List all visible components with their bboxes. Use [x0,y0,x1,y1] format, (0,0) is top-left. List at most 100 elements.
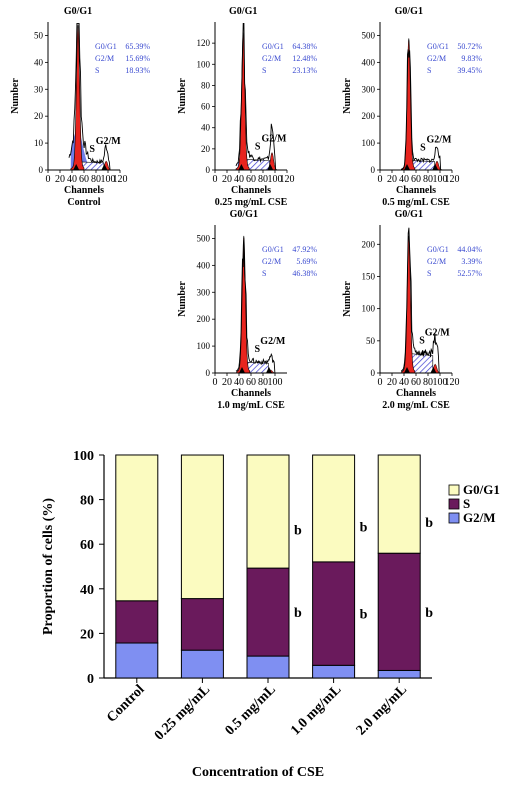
x-tick-label: 100 [101,174,116,185]
histogram-panels: 0 20 40 60 80 10012001020304050ChannelsContro… [10,6,482,411]
x-tick-label: 0 [378,174,383,185]
y-tick-label: 0 [206,368,211,378]
y-axis-label: Number [10,78,21,114]
bar-y-tick-label: 40 [80,583,94,598]
panel-label: 2.0 mg/mL CSE [382,400,450,411]
bar-category-label: Control [104,682,148,726]
y-tick-label: 300 [362,84,376,94]
x-tick-label: 20 [55,174,65,185]
stat-value: 44.04% [457,245,482,254]
histogram-g0g1-peak [70,24,85,171]
x-tick-label: 60 [79,174,89,185]
x-axis-label: Channels [231,185,271,196]
stat-name: S [427,269,431,278]
bar-y-tick-label: 20 [80,627,94,642]
y-tick-label: 200 [362,239,376,249]
s-peak-label: S [255,344,261,355]
g2m-peak-label: G2/M [427,135,453,146]
stat-value: 46.38% [292,269,317,278]
stat-value: 50.72% [457,42,482,51]
bar-y-tick-label: 80 [80,494,94,509]
y-tick-label: 20 [201,144,211,154]
x-tick-label: 20 [222,174,232,185]
y-tick-label: 20 [34,111,44,121]
legend-swatch [448,512,460,524]
x-tick-label: 60 [246,377,256,388]
x-tick-label: 60 [411,377,421,388]
y-tick-label: 50 [34,30,44,40]
y-tick-label: 200 [362,111,376,121]
g0g1-peak-label: G0/G1 [229,6,257,17]
stat-value: 23.13% [292,66,317,75]
bar-category-label: 0.25 mg/mL [152,682,213,743]
bar-segment-s [180,598,224,651]
histogram-outline [400,49,445,171]
g0g1-peak-label: G0/G1 [395,6,423,17]
x-axis-label: Channels [231,388,271,399]
gate-marker [432,164,439,170]
s-peak-label: S [420,143,426,154]
gate-marker [239,367,245,373]
stat-name: S [262,66,266,75]
x-tick-label: 120 [280,174,295,185]
gate-marker [266,367,272,373]
x-tick-label: 120 [445,174,460,185]
stat-name: S [427,66,431,75]
y-tick-label: 500 [197,233,211,243]
bar-segment-g0g1 [180,454,224,600]
y-tick-label: 60 [201,102,211,112]
x-tick-label: 80 [91,174,101,185]
stacked-bar-chart: 0 20 40 60 80 100 Control 0.25 mg/mL 0.5 mg/mL 1.… [41,449,500,780]
legend-label: G0/G1 [463,482,500,497]
y-tick-label: 400 [362,57,376,67]
y-tick-label: 0 [371,165,376,175]
stat-name: S [95,66,99,75]
stat-value: 12.48% [292,54,317,63]
histogram-outline [235,23,280,171]
significance-mark: b [294,523,302,538]
y-axis-label: Number [177,281,188,317]
stat-name: G0/G1 [95,42,117,51]
histogram-outline [68,23,113,171]
panel-label: Control [67,197,100,208]
bar-segment-s [115,600,159,644]
histogram-g0g1-peak [401,235,416,374]
gate-marker [404,367,410,373]
y-axis-label: Number [342,281,353,317]
x-axis-label: Channels [396,185,436,196]
legend-label: G2/M [463,510,496,525]
x-tick-label: 60 [246,174,256,185]
y-tick-label: 0 [39,165,44,175]
significance-mark: b [360,520,368,535]
y-tick-label: 100 [362,138,376,148]
g0g1-peak-label: G0/G1 [64,6,92,17]
stat-value: 52.57% [457,269,482,278]
stat-value: 18.93% [125,66,150,75]
stat-name: G0/G1 [262,245,284,254]
stat-name: G2/M [427,257,446,266]
y-tick-label: 50 [366,336,376,346]
g0g1-peak-label: G0/G1 [395,209,423,220]
stat-value: 64.38% [292,42,317,51]
x-tick-label: 20 [222,377,232,388]
histogram-outline [400,227,445,374]
x-axis-label: Channels [64,185,104,196]
bar-segment-g0g1 [115,454,159,602]
histogram-s-area [410,353,434,374]
x-tick-label: 80 [258,377,268,388]
panel-label: 0.25 mg/mL CSE [215,197,288,208]
y-tick-label: 500 [362,30,376,40]
panel-label: 1.0 mg/mL CSE [217,400,285,411]
stat-value: 3.39% [461,257,482,266]
s-peak-label: S [419,336,425,347]
x-tick-label: 40 [234,377,244,388]
x-tick-label: 40 [399,377,409,388]
bar-segment-s [377,552,421,671]
stat-name: G0/G1 [427,245,449,254]
bar-segment-s [312,561,356,666]
bar-segment-g2m [312,664,356,679]
gate-marker [404,164,410,170]
gate-marker [267,164,274,170]
x-tick-label: 40 [67,174,77,185]
